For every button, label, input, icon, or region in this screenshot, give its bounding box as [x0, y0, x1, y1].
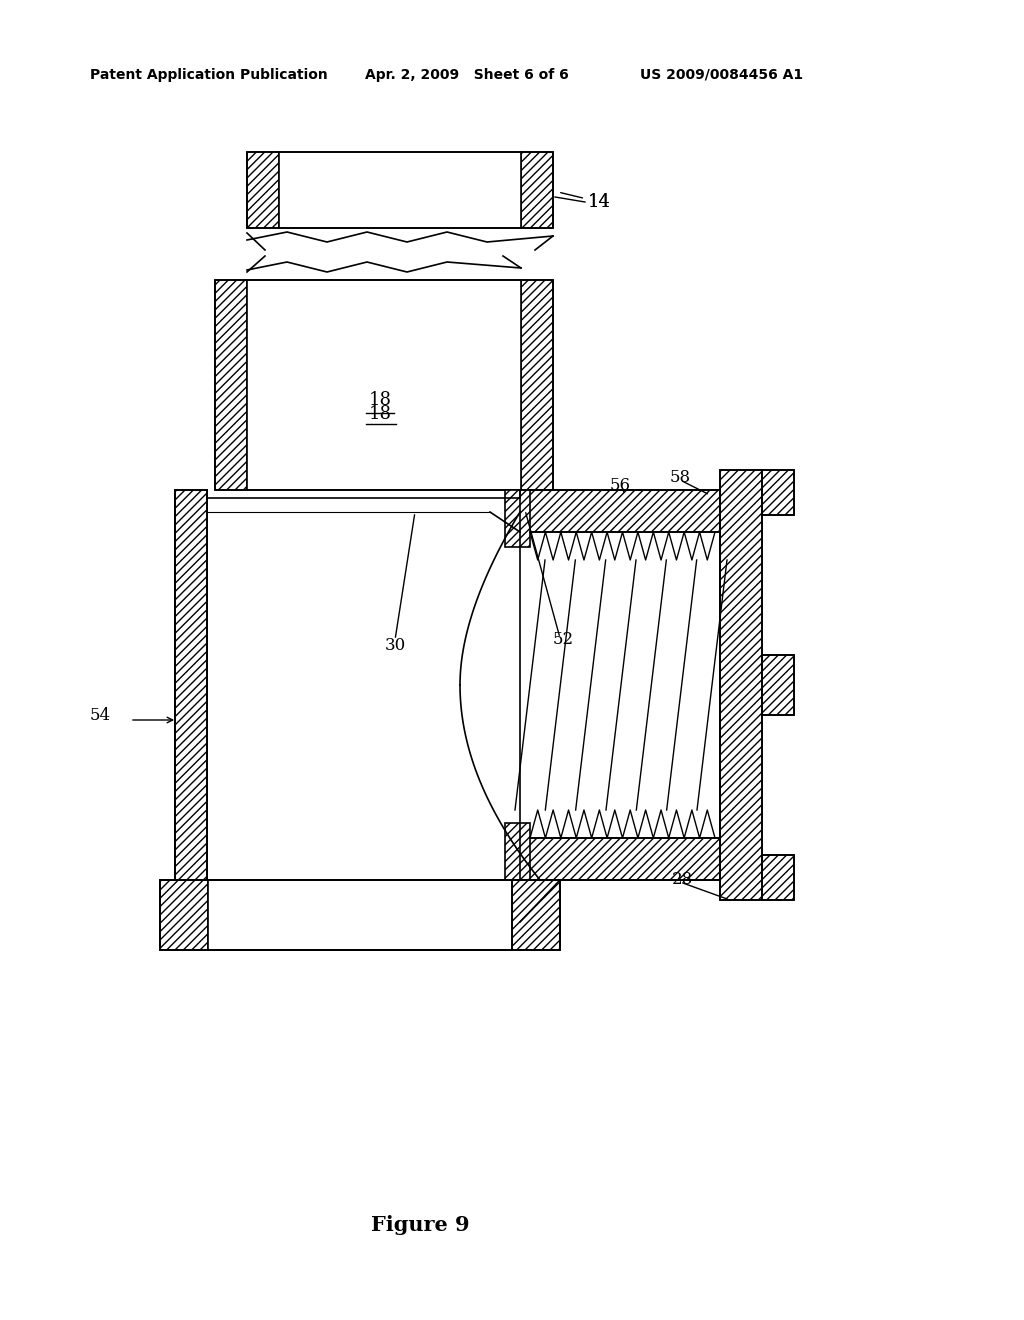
Bar	[215, 280, 247, 490]
Text: 56: 56	[610, 477, 631, 494]
Bar	[762, 855, 794, 900]
Text: Patent Application Publication: Patent Application Publication	[90, 69, 328, 82]
Bar	[208, 880, 512, 950]
Bar	[520, 490, 720, 532]
Bar	[160, 880, 208, 950]
Text: 52: 52	[553, 631, 574, 648]
Bar	[520, 838, 720, 880]
Bar	[762, 655, 794, 715]
Bar	[175, 490, 207, 880]
Bar	[520, 532, 720, 838]
Bar	[160, 880, 560, 950]
Text: Apr. 2, 2009   Sheet 6 of 6: Apr. 2, 2009 Sheet 6 of 6	[365, 69, 568, 82]
Text: US 2009/0084456 A1: US 2009/0084456 A1	[640, 69, 803, 82]
Bar	[247, 280, 521, 490]
Bar	[175, 490, 207, 880]
Bar	[762, 855, 794, 900]
Bar	[720, 470, 762, 900]
Bar	[762, 470, 794, 515]
Bar	[762, 470, 794, 515]
Bar	[247, 152, 553, 228]
Bar	[247, 152, 279, 228]
Bar	[520, 490, 720, 532]
Bar	[520, 838, 720, 880]
Text: 18: 18	[369, 391, 391, 409]
Bar	[207, 490, 528, 880]
Bar	[505, 822, 530, 880]
Text: 54: 54	[90, 706, 112, 723]
Text: 30: 30	[385, 636, 407, 653]
Text: 14: 14	[561, 193, 611, 211]
Text: 14: 14	[588, 193, 611, 211]
Bar	[720, 470, 762, 900]
Text: 28: 28	[672, 871, 693, 888]
Bar	[521, 152, 553, 228]
Text: 18: 18	[369, 405, 391, 422]
Text: Figure 9: Figure 9	[371, 1214, 469, 1236]
Bar	[279, 152, 521, 228]
Bar	[505, 490, 530, 546]
Text: 58: 58	[670, 470, 691, 487]
Bar	[512, 880, 560, 950]
Bar	[215, 280, 553, 490]
Bar	[521, 280, 553, 490]
Bar	[762, 655, 794, 715]
